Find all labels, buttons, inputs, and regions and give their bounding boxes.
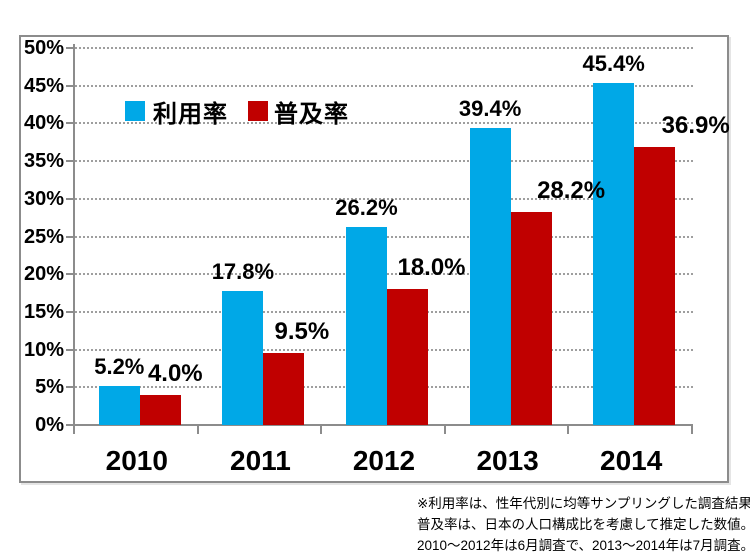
footnote-line-2: 普及率は、日本の人口構成比を考慮して推定した数値。 [417, 517, 750, 532]
footnote-line-1: ※利用率は、性年代別に均等サンプリングした調査結果。 [417, 496, 750, 511]
legend-swatch-penetration-rate [248, 101, 268, 121]
legend-label-usage-rate: 利用率 [153, 100, 228, 128]
chart-footnote: ※利用率は、性年代別に均等サンプリングした調査結果。 普及率は、日本の人口構成比… [417, 493, 750, 556]
legend-swatch-usage-rate [125, 101, 145, 121]
legend-label-penetration-rate: 普及率 [274, 100, 349, 128]
footnote-line-3: 2010～2012年は6月調査で、2013～2014年は7月調査。 [417, 538, 750, 553]
legend: 利用率 普及率 [125, 97, 349, 128]
